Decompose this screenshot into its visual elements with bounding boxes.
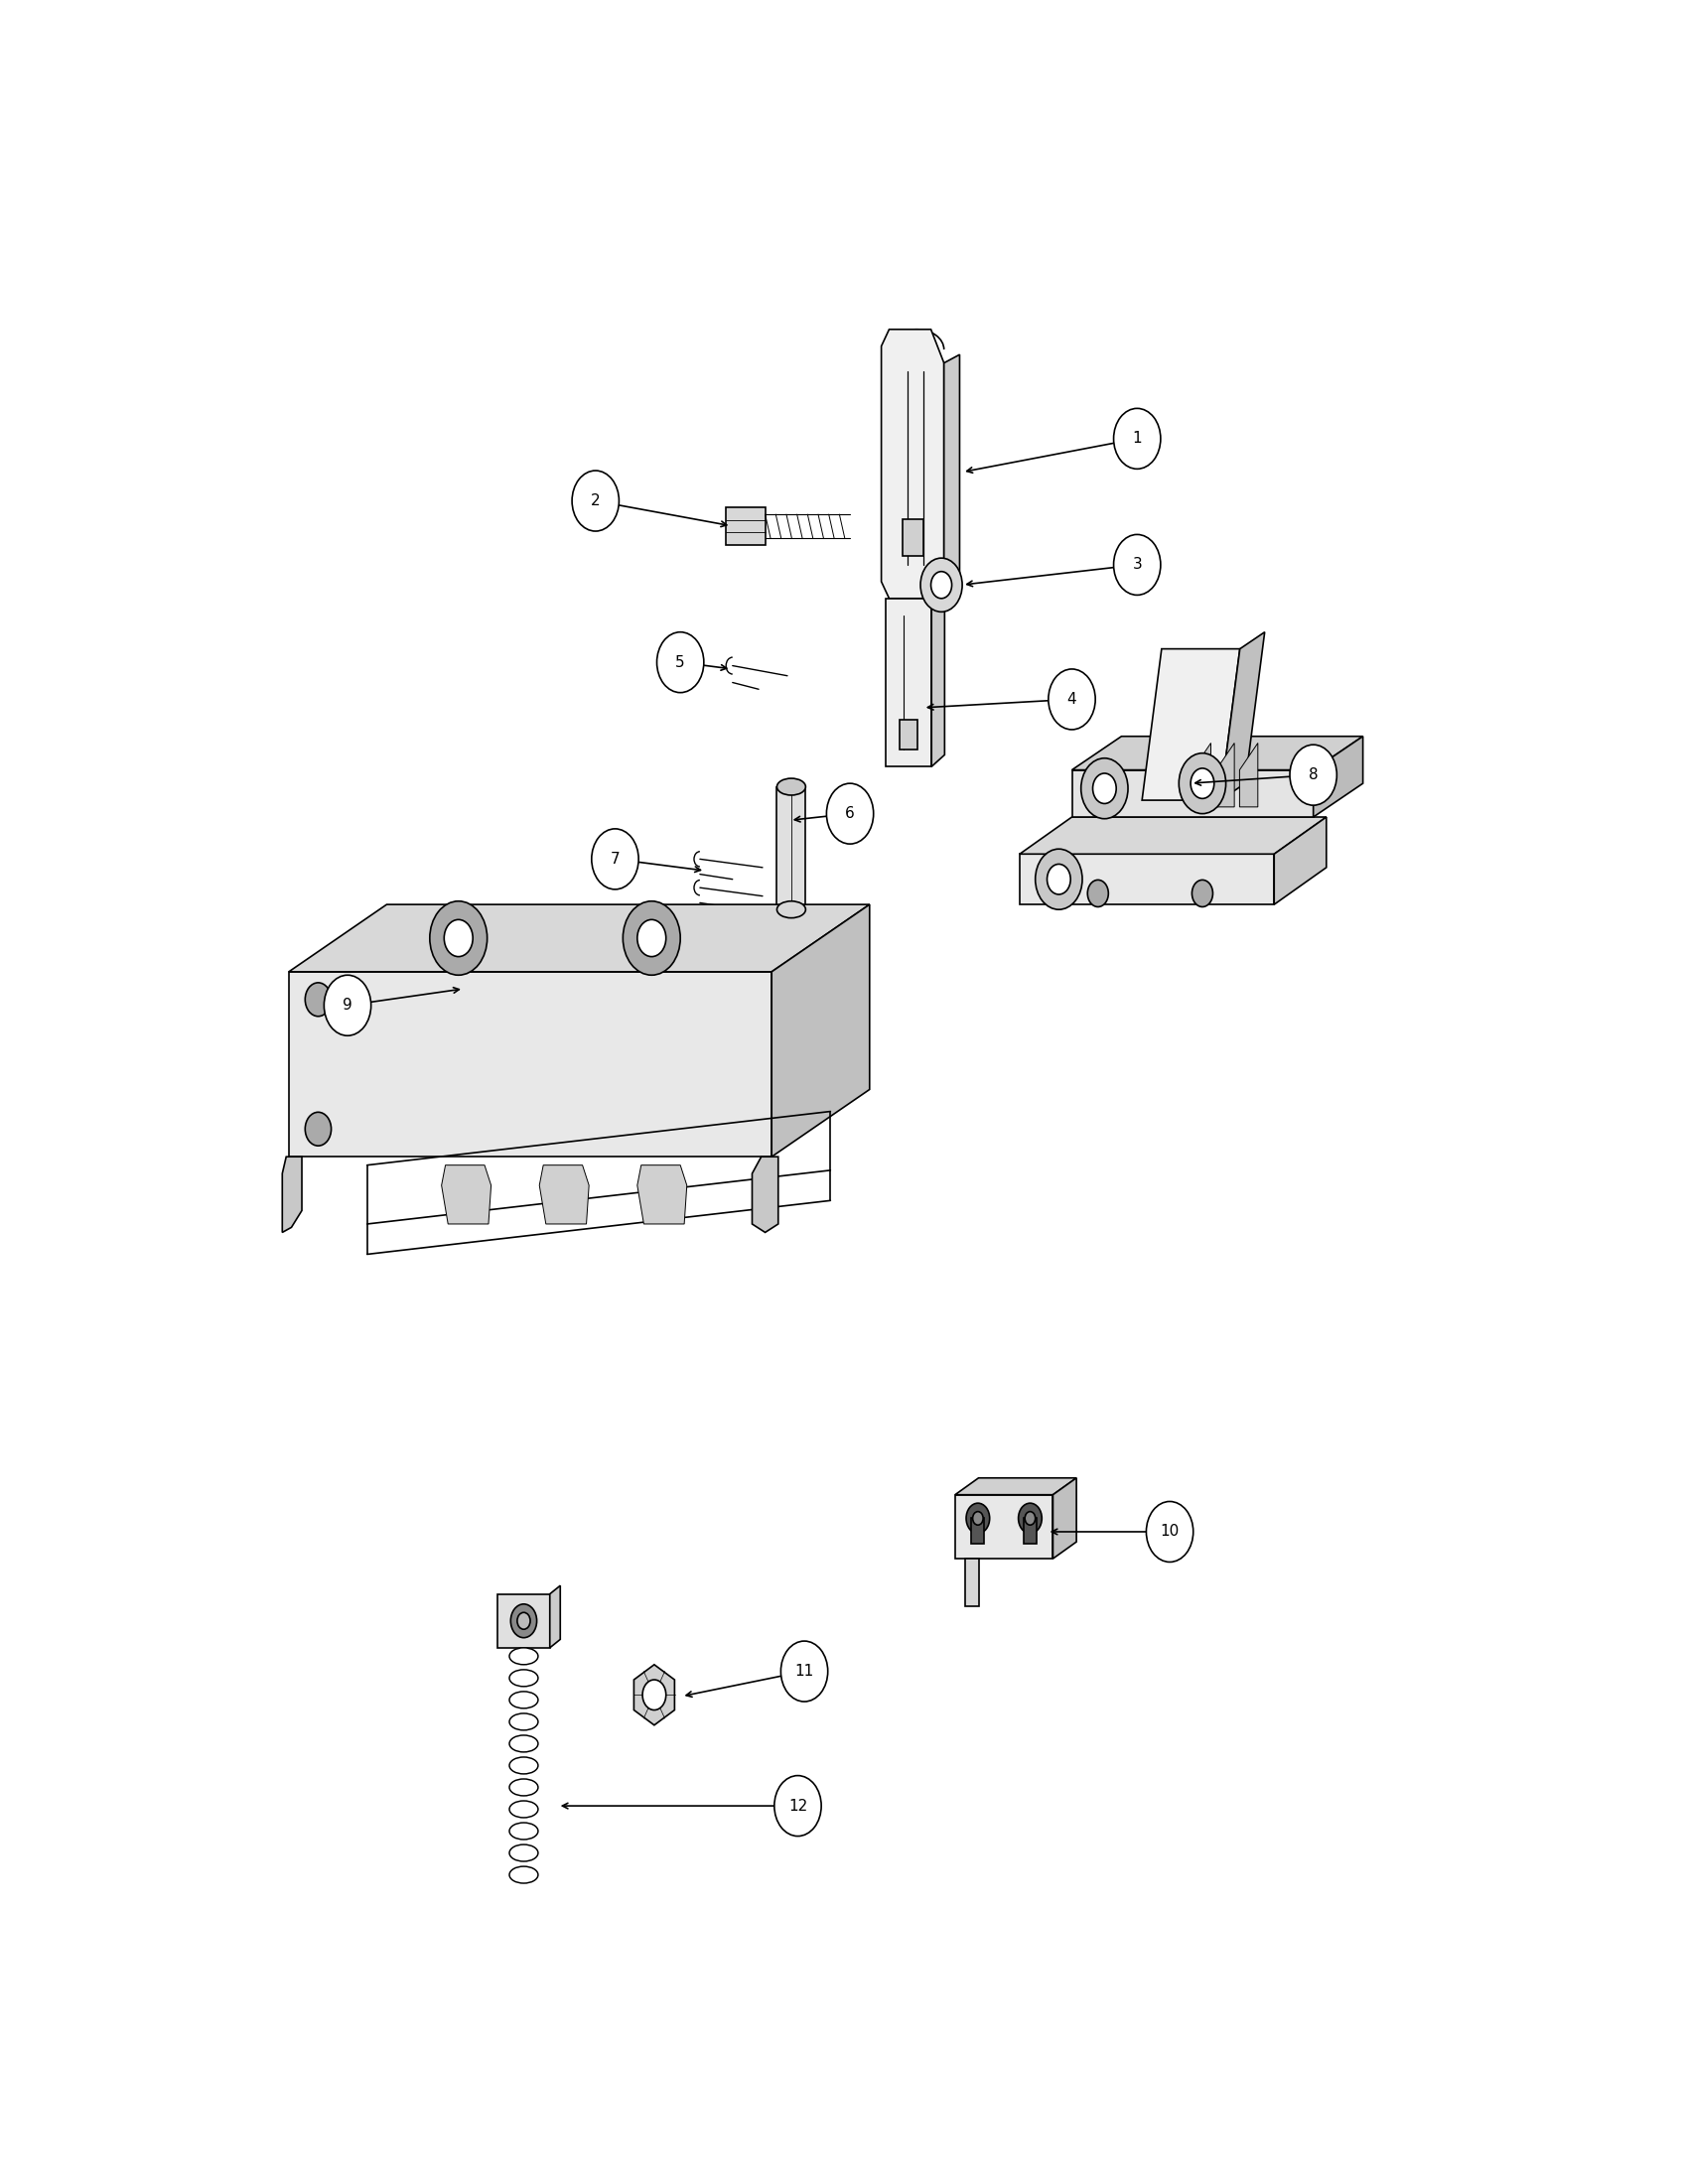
Polygon shape bbox=[931, 587, 945, 767]
Polygon shape bbox=[965, 1559, 978, 1605]
Circle shape bbox=[1113, 408, 1160, 470]
Circle shape bbox=[573, 470, 620, 531]
Polygon shape bbox=[1275, 817, 1327, 904]
Polygon shape bbox=[903, 520, 923, 557]
Ellipse shape bbox=[509, 1780, 539, 1795]
Circle shape bbox=[323, 974, 370, 1035]
Ellipse shape bbox=[509, 1845, 539, 1861]
Polygon shape bbox=[637, 1164, 687, 1223]
Text: 8: 8 bbox=[1308, 767, 1319, 782]
Text: 12: 12 bbox=[788, 1797, 807, 1813]
Text: 6: 6 bbox=[845, 806, 855, 821]
Circle shape bbox=[517, 1612, 530, 1629]
Polygon shape bbox=[1239, 743, 1258, 806]
Circle shape bbox=[1113, 535, 1160, 594]
Circle shape bbox=[931, 572, 951, 598]
Polygon shape bbox=[549, 1586, 561, 1647]
Ellipse shape bbox=[509, 1690, 539, 1708]
Circle shape bbox=[921, 559, 962, 612]
Circle shape bbox=[1088, 880, 1108, 906]
Ellipse shape bbox=[509, 1802, 539, 1817]
Polygon shape bbox=[955, 1494, 1052, 1559]
Ellipse shape bbox=[509, 1824, 539, 1839]
Circle shape bbox=[305, 983, 332, 1016]
Circle shape bbox=[510, 1603, 537, 1638]
Ellipse shape bbox=[509, 1736, 539, 1752]
Ellipse shape bbox=[509, 1647, 539, 1664]
Circle shape bbox=[429, 902, 487, 974]
Polygon shape bbox=[899, 719, 918, 749]
Circle shape bbox=[781, 1640, 829, 1701]
Polygon shape bbox=[290, 904, 869, 972]
Circle shape bbox=[973, 1511, 983, 1524]
Polygon shape bbox=[539, 1164, 589, 1223]
Circle shape bbox=[967, 1503, 990, 1533]
Circle shape bbox=[643, 1679, 665, 1710]
Text: 11: 11 bbox=[795, 1664, 813, 1679]
Polygon shape bbox=[290, 972, 771, 1158]
Text: 7: 7 bbox=[610, 852, 620, 867]
Polygon shape bbox=[1024, 1518, 1037, 1544]
Polygon shape bbox=[1221, 631, 1265, 799]
Ellipse shape bbox=[509, 1714, 539, 1730]
Circle shape bbox=[623, 902, 680, 974]
Polygon shape bbox=[441, 1164, 492, 1223]
Circle shape bbox=[1179, 753, 1226, 815]
Circle shape bbox=[637, 919, 665, 957]
Polygon shape bbox=[1314, 736, 1362, 817]
Polygon shape bbox=[1019, 854, 1275, 904]
Circle shape bbox=[1081, 758, 1128, 819]
Circle shape bbox=[305, 1112, 332, 1147]
Ellipse shape bbox=[776, 778, 805, 795]
Circle shape bbox=[1036, 850, 1083, 909]
Polygon shape bbox=[955, 1479, 1076, 1494]
Circle shape bbox=[1019, 1503, 1042, 1533]
Polygon shape bbox=[498, 1594, 549, 1647]
Ellipse shape bbox=[509, 1669, 539, 1686]
Polygon shape bbox=[1073, 736, 1362, 771]
Circle shape bbox=[1191, 769, 1214, 799]
Polygon shape bbox=[972, 1518, 985, 1544]
Polygon shape bbox=[633, 1664, 675, 1725]
Text: 1: 1 bbox=[1132, 430, 1142, 446]
Text: 5: 5 bbox=[675, 655, 685, 670]
Polygon shape bbox=[1192, 743, 1211, 806]
Polygon shape bbox=[726, 507, 765, 544]
Ellipse shape bbox=[509, 1867, 539, 1883]
Text: 3: 3 bbox=[1132, 557, 1142, 572]
Polygon shape bbox=[881, 330, 945, 598]
Text: 4: 4 bbox=[1068, 692, 1076, 708]
Polygon shape bbox=[776, 786, 805, 909]
Text: 2: 2 bbox=[591, 494, 600, 509]
Polygon shape bbox=[1019, 817, 1327, 854]
Polygon shape bbox=[945, 354, 960, 598]
Circle shape bbox=[1290, 745, 1337, 806]
Polygon shape bbox=[1142, 649, 1239, 799]
Circle shape bbox=[775, 1776, 822, 1837]
Circle shape bbox=[1026, 1511, 1036, 1524]
Circle shape bbox=[1093, 773, 1116, 804]
Circle shape bbox=[657, 631, 704, 692]
Polygon shape bbox=[753, 1158, 778, 1232]
Ellipse shape bbox=[509, 1758, 539, 1773]
Polygon shape bbox=[283, 1158, 301, 1232]
Circle shape bbox=[1147, 1500, 1194, 1562]
Ellipse shape bbox=[776, 902, 805, 917]
Circle shape bbox=[445, 919, 473, 957]
Text: 9: 9 bbox=[344, 998, 352, 1013]
Circle shape bbox=[1049, 668, 1095, 729]
Polygon shape bbox=[1073, 771, 1314, 817]
Polygon shape bbox=[771, 904, 869, 1158]
Circle shape bbox=[1192, 880, 1212, 906]
Circle shape bbox=[591, 828, 638, 889]
Polygon shape bbox=[1216, 743, 1234, 806]
Polygon shape bbox=[886, 598, 931, 767]
Text: 10: 10 bbox=[1160, 1524, 1179, 1540]
Circle shape bbox=[827, 784, 874, 843]
Polygon shape bbox=[1052, 1479, 1076, 1559]
Circle shape bbox=[1047, 865, 1071, 895]
